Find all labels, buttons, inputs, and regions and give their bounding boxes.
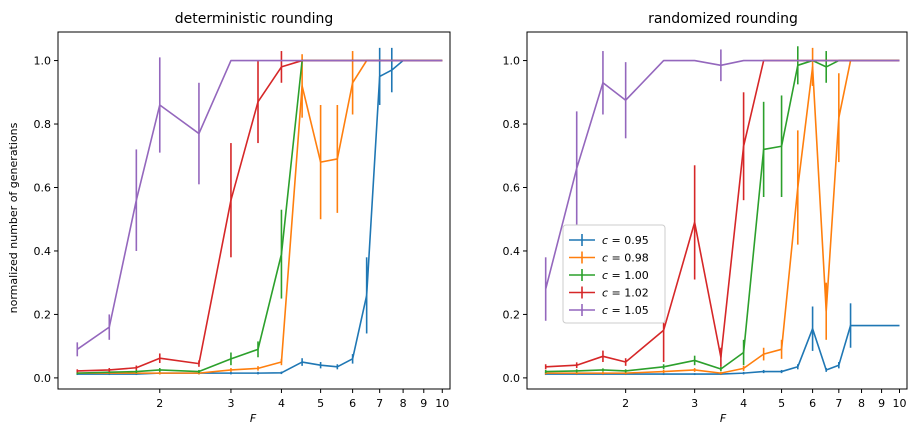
- x-tick-label: 7: [376, 397, 383, 410]
- y-tick-label: 0.6: [503, 181, 521, 194]
- series-line: [544, 59, 900, 290]
- series: [76, 47, 443, 376]
- x-tick-label: 4: [278, 397, 285, 410]
- axis-ticks: 0.0 0.2 0.4 0.6 0.8 1.0 2 3 4 5 6 7 8 9 10: [503, 55, 907, 410]
- x-tick-label: 3: [227, 397, 234, 410]
- x-tick-label: 5: [778, 397, 785, 410]
- legend-label: c = 1.00: [602, 269, 649, 282]
- y-tick-label: 0.8: [503, 118, 521, 131]
- legend-label: c = 0.95: [602, 234, 649, 247]
- x-tick-label: 5: [317, 397, 324, 410]
- x-tick-label: 8: [400, 397, 407, 410]
- y-tick-label: 0.0: [34, 372, 52, 385]
- axes-frame: [57, 31, 451, 390]
- x-tick-label: 6: [349, 397, 356, 410]
- legend-label: c = 0.98: [602, 252, 649, 265]
- y-tick-label: 0.2: [503, 308, 521, 321]
- y-tick-label: 0.8: [34, 118, 52, 131]
- x-tick-label: 6: [809, 397, 816, 410]
- legend-label: c = 1.05: [602, 304, 649, 317]
- x-tick-label: 2: [622, 397, 629, 410]
- x-tick-label: 10: [893, 397, 907, 410]
- series-line: [545, 59, 900, 374]
- x-tick-label: 9: [878, 397, 885, 410]
- x-tick-label: 3: [691, 397, 698, 410]
- legend-box: [562, 224, 666, 324]
- y-tick-label: 1.0: [503, 55, 521, 68]
- x-axis-label: F: [250, 412, 257, 424]
- x-tick-label: 9: [420, 397, 427, 410]
- x-axis-label: F: [720, 412, 727, 424]
- y-tick-label: 0.4: [503, 245, 521, 258]
- series-line: [77, 59, 443, 372]
- series-line: [545, 59, 900, 373]
- y-tick-label: 0.0: [503, 372, 521, 385]
- x-tick-label: 2: [156, 397, 163, 410]
- y-tick-label: 1.0: [34, 55, 52, 68]
- series-line: [76, 59, 443, 350]
- axis-ticks: 0.0 0.2 0.4 0.6 0.8 1.0 2 3 4 5 6 7 8 9 10: [34, 55, 450, 410]
- plot-area: [544, 46, 900, 376]
- x-tick-label: 10: [435, 397, 449, 410]
- series: [76, 57, 443, 357]
- x-tick-label: 8: [858, 397, 865, 410]
- legend-label: c = 1.02: [602, 287, 649, 300]
- series: [76, 51, 443, 373]
- chart-title: randomized rounding: [648, 11, 798, 27]
- y-tick-label: 0.2: [34, 308, 52, 321]
- y-tick-label: 0.4: [34, 245, 52, 258]
- axes-frame: [526, 31, 908, 390]
- y-axis-label: normalized number of generations: [7, 122, 20, 313]
- series: [544, 303, 900, 376]
- chart-title: deterministic rounding: [175, 11, 334, 27]
- plot-area: [76, 47, 443, 376]
- y-tick-label: 0.6: [34, 181, 52, 194]
- series: [544, 49, 900, 321]
- chart-deterministic-rounding: deterministic rounding normalized number…: [7, 11, 451, 424]
- x-tick-label: 7: [835, 397, 842, 410]
- legend: c = 0.95 c = 0.98 c = 1.00 c = 1.02 c = 1.05: [562, 224, 666, 324]
- series-line: [545, 324, 900, 375]
- chart-randomized-rounding: randomized rounding F 0.0 0.2 0.4 0.6 0.8 1.0…: [503, 11, 908, 424]
- x-tick-label: 4: [740, 397, 747, 410]
